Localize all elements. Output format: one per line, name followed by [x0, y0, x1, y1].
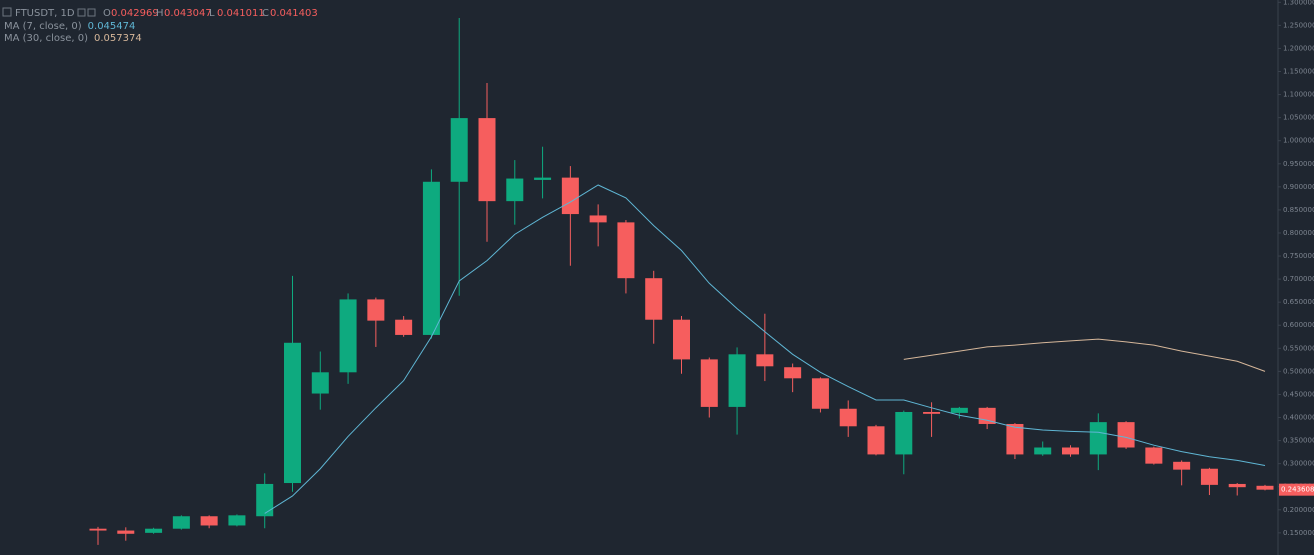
candle-body	[700, 359, 718, 407]
candle-body	[311, 372, 329, 394]
candle-body	[1173, 461, 1191, 470]
candle-body	[422, 181, 440, 335]
candle-body	[1062, 447, 1079, 455]
y-tick-label: 0.850000	[1283, 206, 1314, 214]
y-tick-label: 0.900000	[1283, 183, 1314, 191]
y-tick-label: 0.300000	[1283, 460, 1314, 468]
y-tick-label: 0.700000	[1283, 275, 1314, 283]
ohlc-label: L	[209, 8, 215, 19]
candle-body	[839, 408, 857, 427]
candle-body	[228, 515, 246, 526]
candle-body	[534, 177, 552, 180]
candle-body	[1256, 485, 1274, 490]
y-tick-label: 0.500000	[1283, 367, 1314, 375]
y-tick-label: 0.550000	[1283, 344, 1314, 352]
y-tick-label: 1.150000	[1283, 68, 1314, 76]
candle-body	[395, 319, 413, 335]
ohlc-value: 0.041011	[217, 8, 265, 19]
ohlc-label: O	[103, 8, 111, 19]
y-tick-label: 1.050000	[1283, 114, 1314, 122]
legend-value: 0.057374	[94, 33, 142, 44]
y-tick-label: 0.600000	[1283, 321, 1314, 329]
legend-label: MA (7, close, 0)	[4, 21, 82, 32]
ma-line	[903, 338, 1266, 372]
price-label: 0.243608	[1281, 486, 1314, 494]
ma-line	[264, 184, 1266, 514]
candle-body	[145, 528, 163, 533]
candle-body	[89, 528, 107, 531]
y-tick-label: 0.650000	[1283, 298, 1314, 306]
candle-body	[645, 278, 663, 320]
y-tick-label: 1.000000	[1283, 137, 1314, 145]
ohlc-value: 0.042969	[111, 8, 159, 19]
candle-body	[478, 118, 496, 202]
candle-body	[617, 222, 635, 279]
candle-body	[728, 354, 746, 407]
candle-body	[1228, 483, 1246, 488]
candle-body	[506, 178, 524, 202]
y-tick-label: 1.250000	[1283, 21, 1314, 29]
y-tick-label: 0.800000	[1283, 229, 1314, 237]
candle-body	[1117, 422, 1135, 448]
candle-body	[561, 177, 579, 215]
candle-body	[673, 319, 690, 360]
candle-body	[117, 530, 135, 534]
y-tick-label: 0.150000	[1283, 529, 1314, 537]
legend-label: MA (30, close, 0)	[4, 33, 88, 44]
candle-body	[895, 411, 913, 455]
candle-body	[756, 354, 774, 367]
candle-body	[172, 516, 190, 529]
ohlc-label: C	[262, 8, 269, 19]
price-label-bg	[1279, 483, 1314, 496]
candle-body	[923, 411, 941, 414]
candle-body	[867, 426, 885, 455]
candle-body	[1200, 468, 1218, 485]
y-tick-label: 1.100000	[1283, 91, 1314, 99]
candle-body	[339, 299, 357, 373]
candle-body	[284, 342, 301, 484]
header-icon	[77, 8, 86, 17]
y-tick-label: 0.450000	[1283, 390, 1314, 398]
candle-body	[950, 407, 968, 413]
ohlc-label: H	[156, 8, 164, 19]
candle-body	[367, 299, 385, 321]
legend-value: 0.045474	[88, 21, 136, 32]
y-tick-label: 0.200000	[1283, 506, 1314, 514]
candle-body	[1006, 423, 1024, 455]
header-icon	[87, 8, 96, 17]
candle-body	[1089, 422, 1107, 455]
candle-body	[1034, 447, 1052, 455]
candle-body	[811, 378, 829, 409]
y-tick-label: 0.750000	[1283, 252, 1314, 260]
y-tick-label: 1.200000	[1283, 44, 1314, 52]
candle-body	[256, 483, 274, 517]
y-tick-label: 1.300000	[1283, 0, 1314, 6]
chart-title: FTUSDT, 1D	[15, 8, 75, 19]
candle-body	[450, 118, 468, 182]
y-tick-label: 0.350000	[1283, 437, 1314, 445]
ohlc-value: 0.041403	[270, 8, 318, 19]
y-tick-label: 0.400000	[1283, 414, 1314, 422]
candle-body	[200, 516, 218, 526]
candle-body	[589, 215, 607, 223]
ohlc-value: 0.043047	[164, 8, 212, 19]
y-tick-label: 0.950000	[1283, 160, 1314, 168]
candle-body	[784, 367, 802, 379]
symbol-icon	[2, 7, 12, 17]
candle-body	[1145, 447, 1163, 464]
